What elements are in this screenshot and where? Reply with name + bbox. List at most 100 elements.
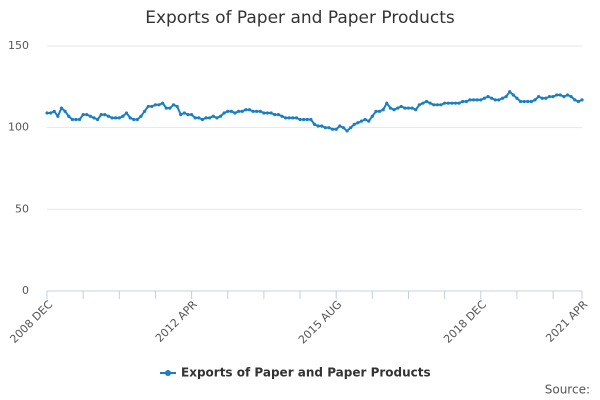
point — [255, 109, 259, 113]
point — [508, 90, 512, 94]
point — [240, 109, 244, 113]
point — [77, 117, 82, 122]
point — [106, 114, 111, 118]
point — [88, 114, 92, 118]
point — [204, 116, 208, 120]
point — [182, 111, 186, 115]
point — [580, 98, 584, 102]
point — [576, 99, 580, 104]
point — [189, 113, 194, 117]
point — [573, 98, 577, 102]
point — [197, 116, 201, 120]
point — [399, 104, 403, 109]
point — [171, 103, 176, 107]
point — [555, 93, 559, 97]
point — [367, 119, 371, 123]
point — [226, 109, 230, 113]
point — [432, 103, 436, 107]
y-tick-label: 150 — [8, 39, 29, 52]
point — [298, 117, 302, 122]
point — [283, 116, 288, 120]
point — [565, 93, 570, 97]
point — [537, 95, 541, 99]
source: Source: — [545, 383, 590, 397]
point — [479, 98, 483, 102]
point — [63, 109, 67, 113]
point — [143, 109, 147, 113]
point — [229, 109, 233, 113]
point — [439, 103, 443, 107]
y-tick-label: 0 — [22, 284, 29, 297]
chart-title: Exports of Paper and Paper Products — [145, 8, 455, 28]
point — [291, 116, 295, 120]
point — [511, 93, 515, 97]
point — [334, 127, 338, 131]
point — [211, 114, 215, 118]
point — [128, 116, 132, 120]
point — [330, 127, 335, 131]
point — [81, 113, 85, 117]
point — [515, 96, 519, 100]
point — [504, 95, 508, 99]
point — [135, 117, 139, 122]
point — [67, 114, 71, 118]
point — [193, 116, 197, 120]
point — [302, 117, 306, 122]
point — [146, 104, 150, 109]
point — [443, 101, 447, 105]
point — [374, 109, 378, 113]
point — [186, 113, 190, 117]
point — [85, 113, 89, 117]
point — [132, 117, 136, 122]
point — [533, 98, 537, 102]
point — [251, 109, 255, 113]
point — [493, 98, 497, 102]
point — [345, 129, 349, 133]
point — [56, 114, 60, 118]
point — [338, 124, 342, 128]
point — [486, 95, 490, 99]
point — [421, 101, 425, 105]
point — [363, 117, 367, 122]
point — [316, 124, 320, 128]
point — [96, 117, 100, 122]
point — [208, 116, 212, 120]
point — [403, 106, 407, 110]
point — [280, 114, 284, 118]
point — [124, 111, 129, 115]
point — [276, 113, 280, 117]
point — [121, 114, 125, 118]
point — [320, 124, 324, 128]
point — [139, 114, 143, 118]
x-tick-label: 2012 APR — [153, 298, 200, 345]
point — [406, 106, 411, 110]
y-tick-label: 100 — [8, 121, 29, 134]
point — [233, 111, 237, 115]
point — [522, 99, 526, 104]
point — [49, 111, 53, 115]
point — [410, 106, 414, 110]
point — [114, 116, 118, 120]
point — [569, 95, 573, 99]
x-tick-label: 2015 AUG — [296, 298, 345, 347]
point — [341, 126, 346, 130]
point — [392, 108, 396, 112]
point — [164, 106, 168, 110]
point — [153, 103, 158, 107]
point — [540, 96, 544, 100]
point — [518, 99, 523, 104]
point — [414, 108, 418, 112]
point — [352, 122, 356, 126]
point — [70, 117, 74, 122]
point — [396, 106, 400, 110]
point — [175, 104, 179, 109]
point — [150, 104, 154, 109]
point — [168, 106, 172, 110]
point — [529, 99, 533, 104]
point — [482, 96, 486, 100]
point — [359, 119, 364, 123]
point — [356, 121, 360, 125]
point — [215, 116, 219, 120]
point — [435, 103, 440, 107]
